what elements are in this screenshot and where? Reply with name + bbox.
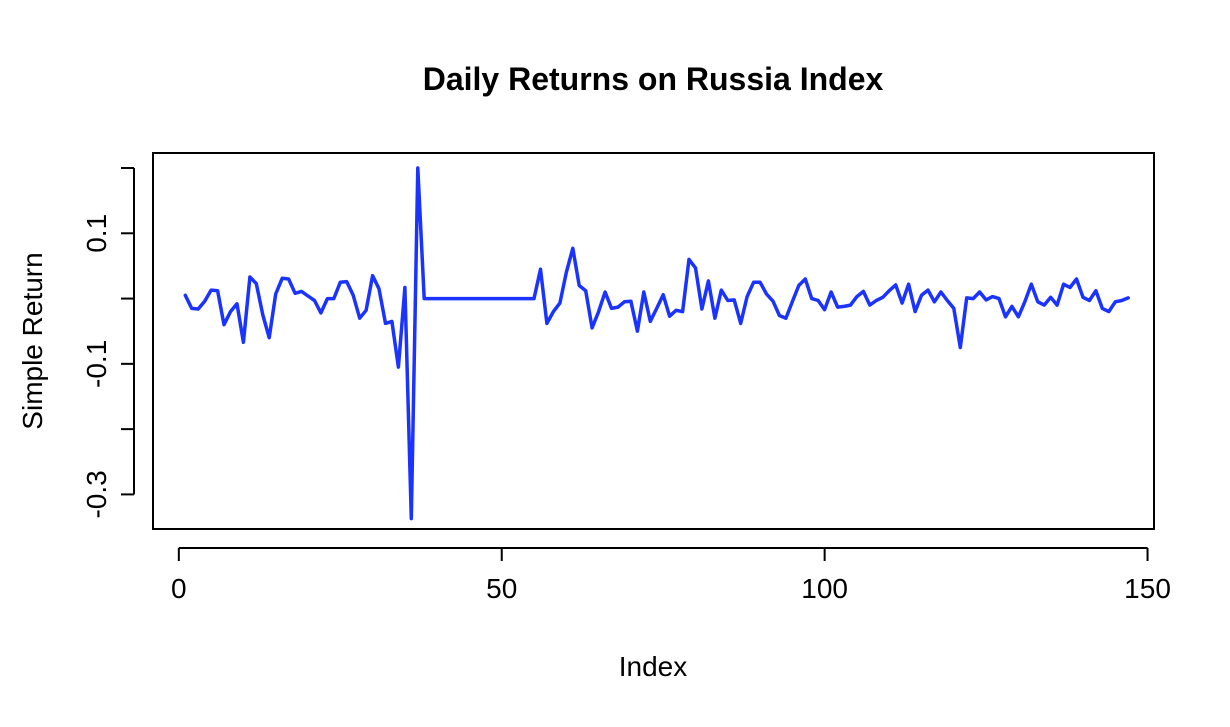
y-axis: -0.3 -0.1 0.1 [81, 167, 135, 519]
y-tick-label: -0.1 [81, 340, 112, 388]
x-axis: 0 50 100 150 [171, 547, 1171, 604]
y-axis-label: Simple Return [17, 252, 48, 429]
x-axis-label: Index [619, 651, 688, 682]
series-layer [183, 166, 1130, 521]
x-tick-label: 150 [1124, 573, 1171, 604]
x-tick-label: 0 [171, 573, 187, 604]
x-tick-label: 50 [486, 573, 517, 604]
chart-title: Daily Returns on Russia Index [423, 61, 884, 97]
y-tick-label: -0.3 [81, 470, 112, 518]
series-line [183, 166, 1130, 521]
x-tick-label: 100 [801, 573, 848, 604]
y-tick-label: 0.1 [81, 214, 112, 253]
plot-frame [152, 152, 1155, 530]
